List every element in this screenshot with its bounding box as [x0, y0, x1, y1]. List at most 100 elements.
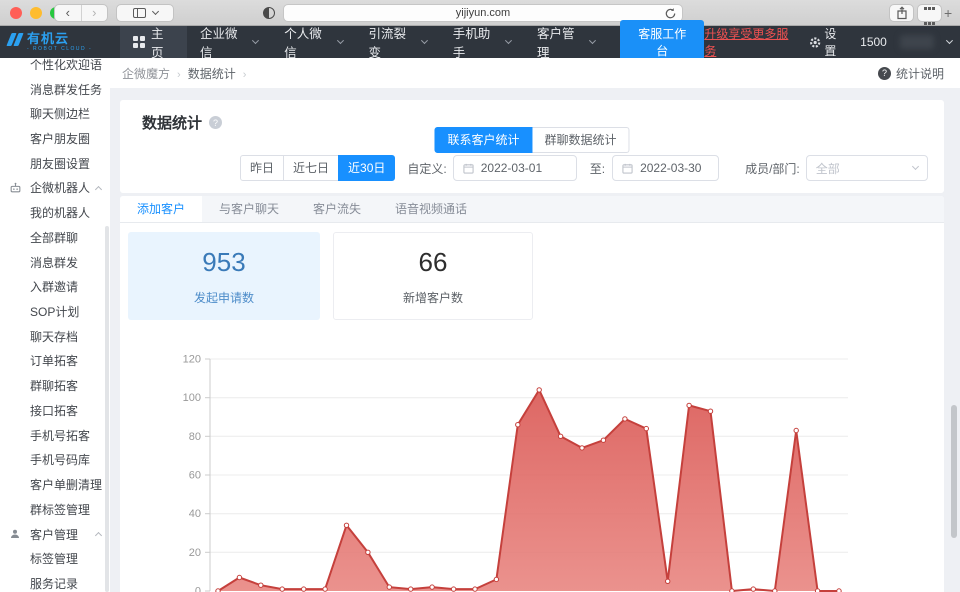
sidebar-item-single-delete-cleanup[interactable]: 客户单删清理 [0, 472, 110, 497]
window-controls [10, 7, 62, 19]
sidebar-item-phone-number-library[interactable]: 手机号码库 [0, 448, 110, 473]
sidebar-item-wework-robot[interactable]: 企微机器人 [0, 176, 110, 201]
nav-item-phone-assistant[interactable]: 手机助手 [440, 26, 524, 60]
sidebar-item-tag-management[interactable]: 标签管理 [0, 546, 110, 571]
stats-help-link[interactable]: ? 统计说明 [877, 65, 944, 82]
back-button[interactable]: ‹ [65, 5, 70, 20]
help-icon[interactable]: ? [209, 116, 223, 129]
settings-button[interactable]: 设置 [809, 25, 847, 59]
nav-item-work-wechat[interactable]: 企业微信 [187, 26, 271, 60]
sidebar-item-message-broadcast[interactable]: 消息群发 [0, 250, 110, 275]
chevron-down-icon [420, 37, 428, 44]
sidebar-item-all-group-chats[interactable]: 全部群聊 [0, 225, 110, 250]
sidebar-item-api-acquisition[interactable]: 接口拓客 [0, 398, 110, 423]
address-bar[interactable]: yijiyun.com [283, 4, 683, 22]
close-window-button[interactable] [10, 7, 22, 19]
sidebar-item-label: 群标签管理 [30, 502, 91, 517]
settings-label: 设置 [824, 27, 837, 58]
toggle-group-chat-stats[interactable]: 群聊数据统计 [532, 127, 630, 153]
share-button[interactable] [889, 4, 914, 22]
navbar-right: 升级享受更多服务 设置 1500 [704, 25, 960, 59]
chevron-down-icon [589, 37, 597, 44]
nav-item-label: 手机助手 [452, 27, 491, 60]
date-preset-last-30-days[interactable]: 近30日 [338, 155, 396, 181]
breadcrumb-item[interactable]: 企微魔方 [122, 66, 171, 81]
page-scrollbar[interactable] [951, 405, 957, 538]
sidebar-item-label: 客户朋友圈 [30, 132, 91, 147]
sidebar-item-sop-plan[interactable]: SOP计划 [0, 299, 110, 324]
sidebar-item-label: 客户管理 [30, 527, 79, 542]
share-icon [896, 6, 907, 20]
app-logo[interactable]: 有机云 - ROBOT CLOUD - [0, 26, 120, 58]
sidebar-item-chat-sidebar[interactable]: 聊天侧边栏 [0, 101, 110, 126]
stats-panel: 添加客户 与客户聊天 客户流失 语音视频通话 953 发起申请数 66 新增客户数 0 20 4… [120, 196, 944, 592]
tab-add-customer[interactable]: 添加客户 [120, 196, 203, 222]
sidebar-item-group-tag-management[interactable]: 群标签管理 [0, 497, 110, 522]
breadcrumb-item[interactable]: 数据统计 [187, 66, 236, 81]
chart-svg: 0 20 40 60 80 100 120 [183, 354, 848, 592]
sidebar-item-my-robot[interactable]: 我的机器人 [0, 200, 110, 225]
svg-text:40: 40 [189, 508, 201, 520]
sidebar-item-message-group-task[interactable]: 消息群发任务 [0, 77, 110, 102]
sidebar-scrollbar[interactable] [105, 226, 109, 592]
nav-item-personal-wechat[interactable]: 个人微信 [271, 26, 355, 60]
upgrade-link[interactable]: 升级享受更多服务 [704, 27, 789, 58]
sidebar-item-order-acquisition[interactable]: 订单拓客 [0, 349, 110, 374]
date-preset-yesterday[interactable]: 昨日 [240, 155, 285, 181]
tab-voice-video-call[interactable]: 语音视频通话 [395, 202, 468, 216]
chevron-down-icon [252, 37, 260, 44]
date-preset-last-7-days[interactable]: 近七日 [283, 155, 340, 181]
sidebar-item-phone-acquisition[interactable]: 手机号拓客 [0, 423, 110, 448]
nav-item-traffic-fission[interactable]: 引流裂变 [356, 26, 440, 60]
sidebar-item-chat-archive[interactable]: 聊天存档 [0, 324, 110, 349]
stat-card-new-customers[interactable]: 66 新增客户数 [333, 232, 533, 320]
privacy-shield-icon[interactable] [263, 7, 275, 19]
sidebar-item-label: 客户单删清理 [30, 478, 103, 493]
date-from-input[interactable]: 2022-03-01 [452, 155, 577, 181]
show-all-tabs-button[interactable] [917, 4, 942, 25]
sidebar-item-group-acquisition[interactable]: 群聊拓客 [0, 373, 110, 398]
tab-customer-churn[interactable]: 客户流失 [313, 202, 362, 216]
new-tab-button[interactable]: + [944, 5, 953, 21]
sidebar-item-label: 全部群聊 [30, 230, 79, 245]
custom-range-label: 自定义: [407, 161, 447, 176]
sidebar-item-moments-settings[interactable]: 朋友圈设置 [0, 151, 110, 176]
sidebar-toggle-button[interactable] [116, 4, 174, 22]
minimize-window-button[interactable] [30, 7, 42, 19]
forward-button[interactable]: › [80, 5, 108, 21]
tab-chat-with-customer[interactable]: 与客户聊天 [219, 202, 280, 216]
sidebar-item-customer-moments[interactable]: 客户朋友圈 [0, 126, 110, 151]
nav-item-home[interactable]: 主页 [120, 26, 188, 60]
account-avatar[interactable] [899, 35, 935, 49]
toggle-contact-customer-stats[interactable]: 联系客户统计 [434, 127, 533, 153]
svg-text:80: 80 [189, 431, 201, 443]
question-circle-icon: ? [877, 66, 891, 80]
sidebar-item-label: 我的机器人 [30, 206, 91, 221]
stat-card-initiated-requests[interactable]: 953 发起申请数 [128, 232, 320, 320]
sidebar-item-service-records[interactable]: 服务记录 [0, 571, 110, 592]
nav-item-customer-management[interactable]: 客户管理 [524, 26, 608, 60]
nav-item-label: 企业微信 [200, 27, 238, 60]
chevron-down-icon [151, 7, 159, 16]
sidebar-item-label: 手机号码库 [30, 453, 91, 468]
member-select[interactable]: 全部 [805, 155, 928, 181]
chevron-down-icon[interactable] [946, 37, 954, 44]
member-select-placeholder: 全部 [815, 161, 840, 176]
metric-tabs: 添加客户 与客户聊天 客户流失 语音视频通话 [120, 196, 944, 223]
sidebar-item-group-invite[interactable]: 入群邀请 [0, 274, 110, 299]
account-phone: 1500 [860, 35, 887, 49]
sidebar-item-label: 聊天侧边栏 [30, 107, 91, 122]
date-to-input[interactable]: 2022-03-30 [612, 155, 720, 181]
sidebar-item-label: 入群邀请 [30, 280, 79, 295]
url-text: yijiyun.com [455, 7, 511, 19]
sidebar-item-label: 接口拓客 [30, 403, 79, 418]
sidebar-item-customer-management[interactable]: 客户管理 [0, 522, 110, 547]
reload-icon[interactable] [664, 7, 677, 25]
top-navbar: 有机云 - ROBOT CLOUD - 主页 企业微信 个人微信 引流裂变 手机助手 客户… [0, 20, 960, 64]
primary-nav: 主页 企业微信 个人微信 引流裂变 手机助手 客户管理 [120, 26, 608, 60]
chevron-up-icon [94, 531, 103, 540]
service-workbench-button[interactable]: 客服工作台 [620, 20, 705, 64]
sidebar-item-personalized-greeting[interactable]: 个性化欢迎语 [0, 58, 110, 77]
gear-icon [810, 36, 821, 48]
